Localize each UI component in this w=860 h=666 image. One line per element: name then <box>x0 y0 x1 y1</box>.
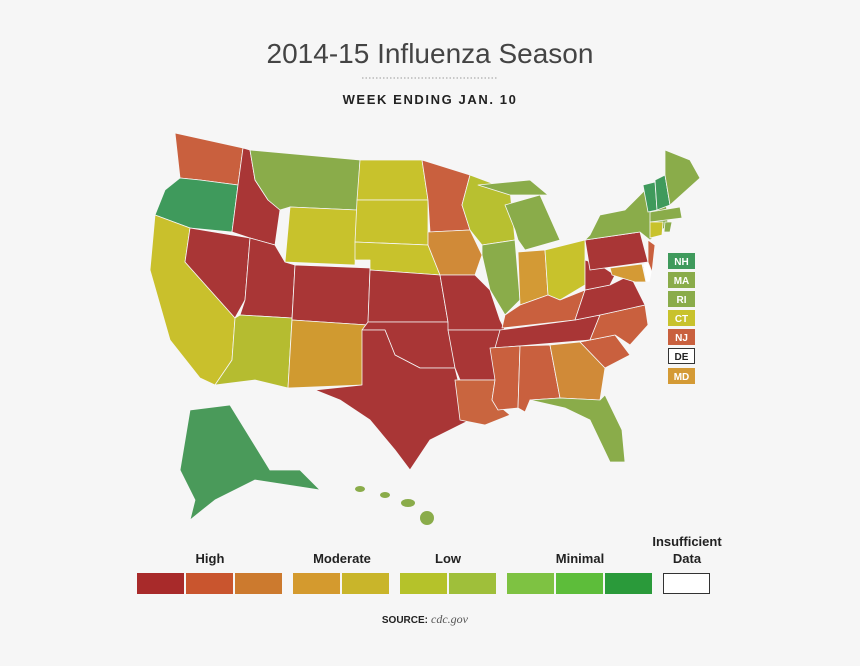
state <box>314 329 471 471</box>
state <box>380 492 390 498</box>
subtitle: WEEK ENDING JAN. 10 <box>343 92 518 107</box>
state <box>401 499 415 507</box>
legend-label: High <box>196 551 225 566</box>
legend-label: Data <box>673 551 702 566</box>
legend-swatch <box>137 573 184 594</box>
state-box <box>668 329 695 345</box>
state <box>544 239 586 301</box>
legend-swatch <box>449 573 496 594</box>
state <box>184 227 251 319</box>
us-map <box>149 132 701 525</box>
state <box>549 341 606 401</box>
state <box>154 177 239 233</box>
state-label: DE <box>675 352 689 363</box>
state-label: CT <box>675 314 688 325</box>
state-box <box>668 310 695 326</box>
state-box <box>668 253 695 269</box>
state-label: RI <box>677 295 687 306</box>
state <box>420 511 434 525</box>
state <box>421 159 471 233</box>
source-label: SOURCE: <box>382 615 428 626</box>
source-text: cdc.gov <box>431 612 469 626</box>
title: 2014-15 Influenza Season <box>267 38 594 69</box>
state <box>609 263 647 283</box>
legend: High Moderate Low Minimal Insufficient D… <box>137 534 722 594</box>
state-box <box>668 272 695 288</box>
legend-swatch <box>400 573 447 594</box>
state <box>354 199 429 246</box>
legend-swatch <box>293 573 340 594</box>
legend-swatch <box>663 573 710 594</box>
state <box>179 404 321 521</box>
state-box <box>668 348 695 364</box>
state <box>291 264 371 326</box>
state <box>174 132 244 186</box>
legend-label: Insufficient <box>652 534 722 549</box>
legend-swatch <box>605 573 652 594</box>
state-label: NH <box>674 257 688 268</box>
state-label: NJ <box>675 333 688 344</box>
state-label: MA <box>674 276 690 287</box>
state-label: MD <box>674 372 690 383</box>
state <box>356 159 429 201</box>
state <box>284 206 358 266</box>
state-label-boxes: NH MA RI CT NJ DE MD <box>668 253 695 384</box>
legend-label: Moderate <box>313 551 371 566</box>
state <box>489 345 521 411</box>
legend-label: Low <box>435 551 462 566</box>
state <box>529 394 626 463</box>
state <box>664 149 701 206</box>
legend-swatch <box>556 573 603 594</box>
state <box>501 289 586 329</box>
state <box>649 221 664 239</box>
legend-swatch <box>507 573 554 594</box>
state-box <box>668 368 695 384</box>
state <box>355 486 365 492</box>
legend-swatch <box>342 573 389 594</box>
legend-label: Minimal <box>556 551 604 566</box>
state <box>649 206 683 223</box>
legend-swatch <box>186 573 233 594</box>
state <box>477 179 549 196</box>
state <box>287 319 369 389</box>
state-box <box>668 291 695 307</box>
state <box>663 221 673 233</box>
state <box>367 269 449 323</box>
state <box>642 261 653 283</box>
legend-swatch <box>235 573 282 594</box>
